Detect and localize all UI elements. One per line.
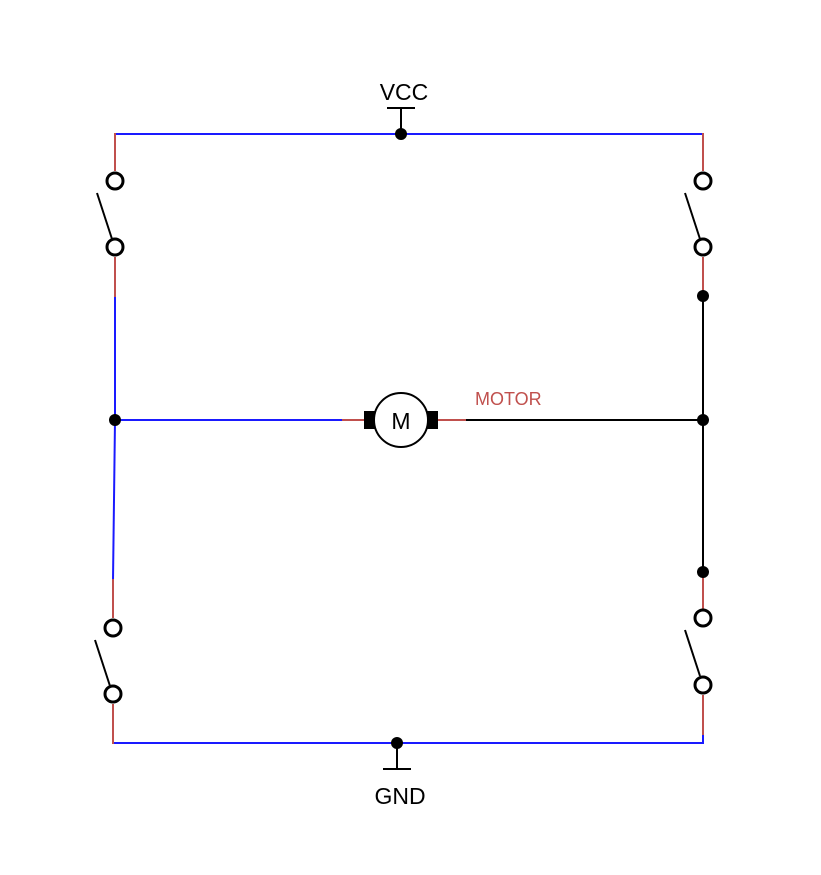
dc-motor[interactable]: M xyxy=(364,392,438,448)
switch-terminal xyxy=(693,237,713,257)
switch-blade xyxy=(684,629,701,677)
junction-dot-right-upper xyxy=(697,290,709,302)
powered-wires xyxy=(111,133,704,744)
switch-top-right[interactable] xyxy=(684,171,713,257)
junction-dot-gnd xyxy=(391,737,403,749)
switch-blade xyxy=(96,192,113,240)
junction-dot-right-lower xyxy=(697,566,709,578)
left-lower-wire xyxy=(111,418,117,582)
motor-body xyxy=(373,392,429,448)
switch-terminal xyxy=(105,237,125,257)
switch-terminal xyxy=(105,171,125,191)
switch-blade xyxy=(94,639,111,687)
switch-terminal xyxy=(693,675,713,695)
motor-left-brush xyxy=(364,411,376,429)
junction-dot-right-mid xyxy=(697,414,709,426)
vcc-label: VCC xyxy=(380,79,429,105)
switch-terminal xyxy=(693,608,713,628)
junction-dot-vcc xyxy=(395,128,407,140)
switch-top-left[interactable] xyxy=(96,171,125,257)
switch-bottom-left[interactable] xyxy=(94,618,123,704)
switch-blade xyxy=(684,192,701,240)
motor-right-brush xyxy=(426,411,438,429)
switch-terminal xyxy=(693,171,713,191)
motor-symbol-label: M xyxy=(391,408,410,434)
switch-terminal xyxy=(103,684,123,704)
gnd-label: GND xyxy=(374,783,425,809)
switch-bottom-right[interactable] xyxy=(684,608,713,695)
unpowered-wires xyxy=(464,295,704,573)
junction-dot-left xyxy=(109,414,121,426)
switch-terminal xyxy=(103,618,123,638)
junctions xyxy=(109,128,709,749)
motor-net-label: MOTOR xyxy=(475,389,542,409)
